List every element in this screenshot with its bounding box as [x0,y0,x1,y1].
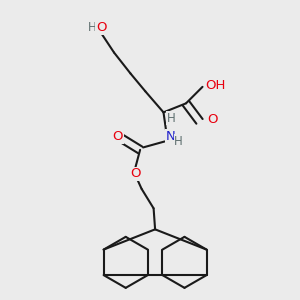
Text: N: N [166,130,175,143]
Text: O: O [131,167,141,180]
Text: OH: OH [205,79,225,92]
Text: O: O [96,21,107,34]
Text: H: H [88,21,97,34]
Text: O: O [207,113,217,126]
Text: O: O [112,130,123,143]
Text: H: H [174,135,183,148]
Text: H: H [167,112,176,125]
